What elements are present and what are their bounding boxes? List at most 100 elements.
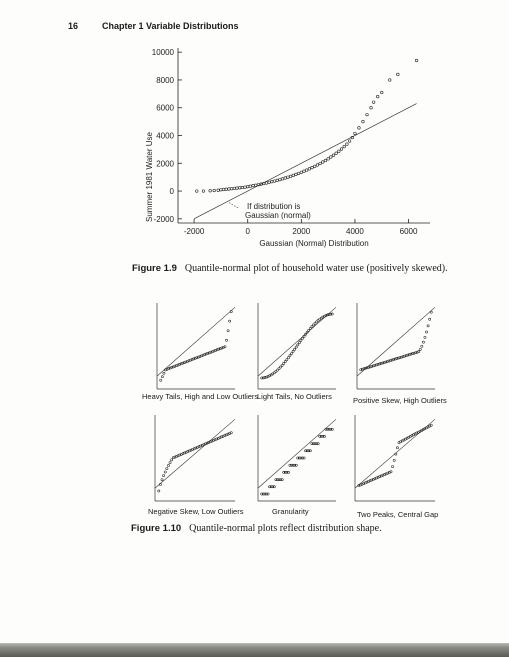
panel-point <box>210 439 214 443</box>
panel-point <box>319 435 323 438</box>
panel-point <box>175 455 178 458</box>
y-tick-label: -2000 <box>154 215 175 224</box>
data-point <box>318 161 322 166</box>
panel-point <box>165 467 169 470</box>
figure-1-9-caption-text: Quantile-normal plot of household water … <box>184 263 448 274</box>
panel-point <box>176 454 180 458</box>
panel-point <box>269 485 273 489</box>
panel-point <box>386 471 390 475</box>
data-point <box>232 186 236 191</box>
panel-point <box>274 370 278 373</box>
y-tick-label: 0 <box>170 187 175 196</box>
data-point <box>353 131 357 136</box>
panel-point <box>379 362 383 365</box>
panel-point <box>200 443 204 447</box>
data-point <box>302 169 306 173</box>
data-point <box>235 186 239 190</box>
panel-point <box>363 481 367 485</box>
panel-point <box>375 476 378 480</box>
panel-point <box>228 432 231 435</box>
panel-point <box>202 443 206 446</box>
panel-point <box>229 431 233 435</box>
panel-point <box>401 355 405 358</box>
panel-point <box>420 344 424 348</box>
panel-point <box>204 442 207 446</box>
data-point <box>299 170 303 174</box>
panel-point <box>393 357 397 361</box>
panel-point <box>282 471 286 474</box>
panel-point <box>386 360 389 363</box>
qq-panel <box>356 303 436 390</box>
panel-point <box>220 346 224 350</box>
panel-point <box>364 366 367 370</box>
data-point <box>334 151 338 155</box>
panel-point <box>392 358 396 361</box>
data-point <box>230 187 234 191</box>
x-tick-label: 6000 <box>400 227 418 236</box>
panel-point <box>384 472 388 476</box>
panel-point <box>171 456 175 460</box>
panel-point <box>389 359 392 362</box>
panel-point <box>310 325 314 329</box>
panel-point <box>207 351 211 355</box>
y-tick-label: 10000 <box>152 48 175 57</box>
qq-panel <box>354 415 436 502</box>
data-point <box>267 180 271 184</box>
data-point <box>240 185 244 190</box>
data-point <box>238 186 242 190</box>
data-point <box>272 179 277 183</box>
panel-point <box>218 436 222 439</box>
panel-point <box>330 427 334 431</box>
panel-point <box>310 442 314 445</box>
qq-panel <box>154 415 236 502</box>
panel-point <box>283 471 287 474</box>
panel-point <box>186 359 189 363</box>
x-tick-label: 0 <box>245 227 250 236</box>
panel-point <box>160 375 164 379</box>
data-point <box>361 120 365 124</box>
panel-point <box>293 347 297 351</box>
panel-point <box>208 440 212 444</box>
panel-point <box>280 363 284 367</box>
data-point <box>278 178 282 182</box>
panel-point <box>159 378 163 382</box>
panel-point <box>330 312 334 316</box>
panel-point <box>204 352 208 356</box>
data-point <box>310 165 314 170</box>
panel-point <box>305 449 309 453</box>
panel-point <box>276 478 279 481</box>
figure-1-9-chart: -2000 0 2000 4000 6000 8000 10000 -2000 0 2000 400… <box>145 48 430 248</box>
data-points <box>195 58 419 193</box>
panel-point <box>294 345 298 349</box>
panel-point <box>276 368 279 372</box>
panel-point <box>187 359 191 363</box>
panel-point <box>316 442 320 445</box>
panel-point <box>297 456 301 460</box>
panel-point <box>191 448 194 451</box>
figure-1-10-panels <box>154 303 436 502</box>
panel-point <box>299 456 303 460</box>
panel-point <box>162 371 166 375</box>
panel-point <box>308 327 312 330</box>
panel-point <box>216 436 220 440</box>
figure-1-9-caption: Figure 1.9 Quantile-normal plot of househ… <box>132 263 448 274</box>
panel-point <box>212 439 215 442</box>
data-point <box>315 163 320 167</box>
chapter-title: Chapter 1 Variable Distributions <box>102 21 239 31</box>
panel-point <box>218 347 222 350</box>
panel-point <box>318 435 322 438</box>
data-point <box>270 180 274 184</box>
panel-point <box>423 336 427 339</box>
panel-point <box>182 361 186 364</box>
panel-point <box>304 449 307 453</box>
panel-point <box>265 492 268 496</box>
panel-point <box>175 364 178 367</box>
panel-point <box>196 445 199 449</box>
panel-point <box>362 482 366 485</box>
panel-title-positive-skew: Positive Skew, High Outliers <box>353 396 447 405</box>
panel-point <box>368 365 372 369</box>
panel-point <box>429 310 433 314</box>
panel-point <box>406 353 410 357</box>
panel-point <box>415 350 419 354</box>
panel-point <box>387 471 391 474</box>
